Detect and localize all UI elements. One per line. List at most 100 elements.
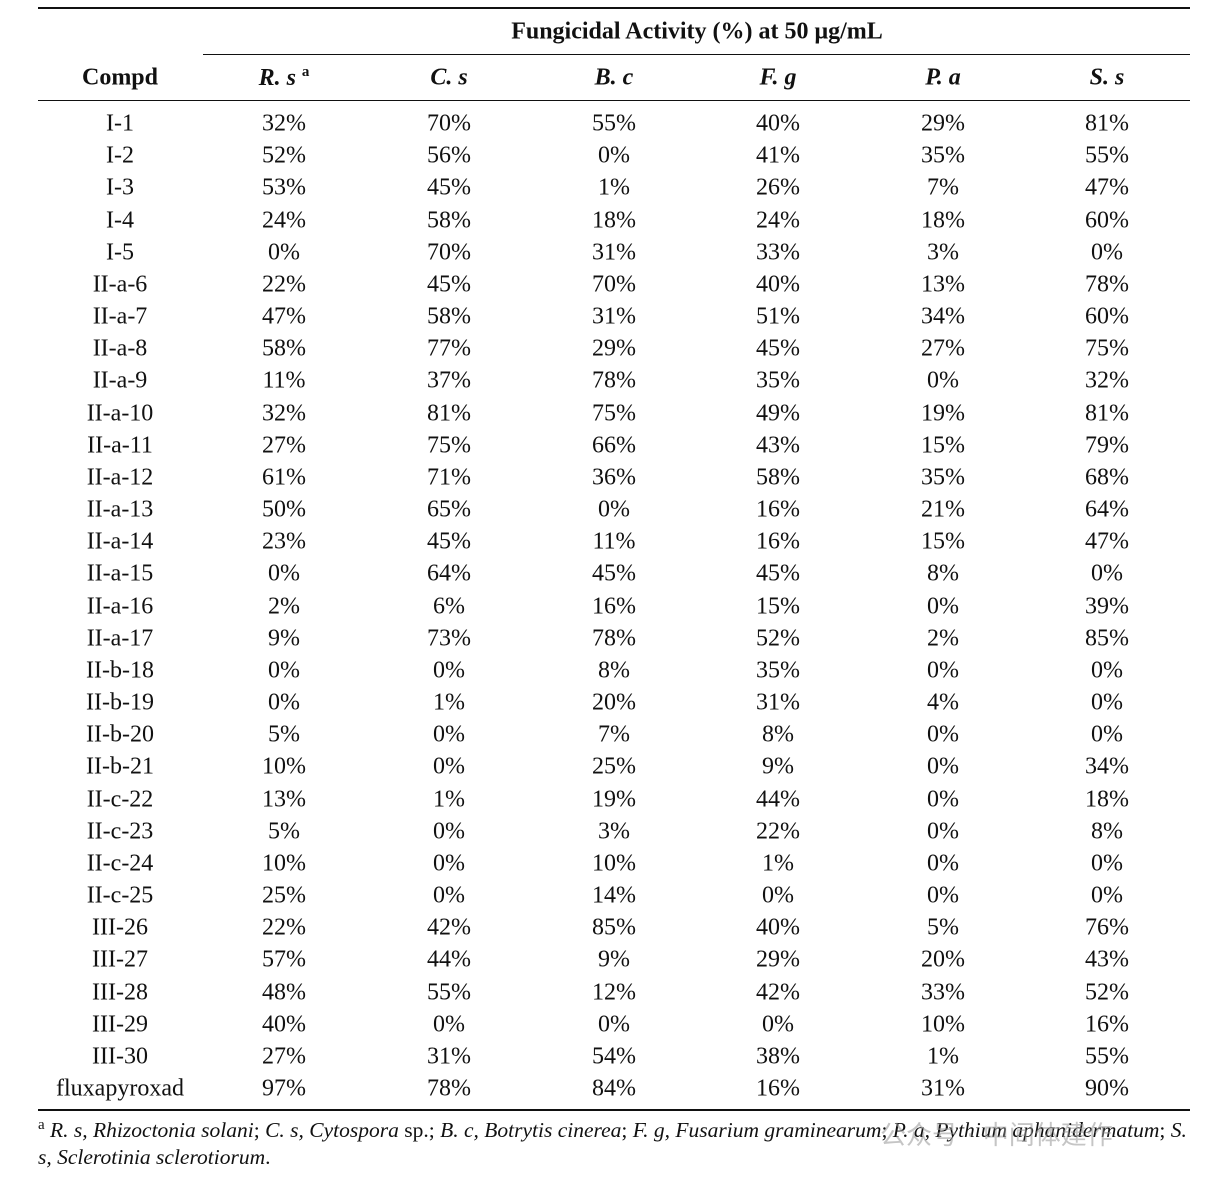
- value-cell: 0%: [927, 753, 959, 780]
- compound-cell: I-2: [106, 142, 134, 169]
- fn: ;: [253, 1118, 266, 1143]
- value-cell: 0%: [1091, 721, 1123, 748]
- value-cell: 45%: [756, 335, 800, 362]
- value-cell: 0%: [268, 560, 300, 587]
- value-cell: 11%: [592, 528, 636, 555]
- value-cell: 7%: [927, 174, 959, 201]
- value-cell: 39%: [1085, 593, 1129, 619]
- value-cell: 31%: [427, 1043, 471, 1070]
- value-cell: 40%: [262, 1011, 306, 1038]
- value-cell: 16%: [756, 528, 800, 555]
- value-cell: 57%: [262, 946, 306, 973]
- value-cell: 20%: [592, 689, 636, 716]
- value-cell: 1%: [433, 689, 465, 716]
- value-cell: 0%: [1091, 560, 1123, 587]
- value-cell: 5%: [268, 721, 300, 748]
- value-cell: 31%: [921, 1075, 965, 1102]
- column-header: B. c: [594, 64, 634, 91]
- value-cell: 78%: [1085, 271, 1129, 298]
- fn: R. s, Rhizoctonia solani: [50, 1118, 254, 1143]
- compound-cell: II-a-14: [86, 528, 154, 555]
- footnote: a R. s, Rhizoctonia solani; C. s, Cytosp…: [38, 1112, 1198, 1171]
- value-cell: 61%: [262, 464, 306, 491]
- group-title: Fungicidal Activity (%) at 50 μg/mL: [511, 18, 883, 45]
- value-cell: 0%: [927, 882, 959, 909]
- value-cell: 1%: [433, 786, 465, 812]
- compound-cell: II-b-20: [86, 721, 154, 748]
- value-cell: 27%: [262, 432, 306, 459]
- footnote-marker: a: [38, 1117, 45, 1133]
- compound-cell: I-5: [106, 239, 134, 266]
- compound-cell: II-a-8: [92, 335, 148, 362]
- value-cell: 35%: [756, 367, 800, 394]
- watermark: 公众号 · 中间体建作: [880, 1121, 1113, 1151]
- value-cell: 71%: [427, 464, 471, 491]
- compd-header: Compd: [81, 64, 159, 91]
- value-cell: 45%: [427, 174, 471, 201]
- value-cell: 48%: [262, 979, 306, 1005]
- value-cell: 14%: [592, 882, 636, 909]
- compound-cell: II-c-24: [86, 850, 154, 877]
- value-cell: 0%: [762, 1011, 794, 1038]
- value-cell: 0%: [1091, 689, 1123, 716]
- compound-cell: I-1: [106, 110, 134, 137]
- compound-cell: III-30: [92, 1043, 148, 1070]
- value-cell: 0%: [927, 850, 959, 877]
- value-cell: 37%: [427, 367, 471, 394]
- group-rule: [203, 54, 1190, 55]
- compound-cell: II-a-17: [86, 625, 154, 652]
- value-cell: 1%: [598, 174, 630, 201]
- fn: P. a, Pythium aphanidermatum: [892, 1118, 1160, 1143]
- value-cell: 4%: [927, 689, 959, 716]
- value-cell: 81%: [1085, 400, 1129, 426]
- value-cell: 0%: [433, 657, 465, 684]
- value-cell: 55%: [1085, 1043, 1129, 1070]
- fn: C. s, Cytospora: [265, 1118, 399, 1143]
- value-cell: 52%: [1085, 979, 1129, 1005]
- value-cell: 42%: [427, 914, 471, 941]
- value-cell: 49%: [756, 400, 800, 426]
- value-cell: 22%: [756, 818, 800, 845]
- value-cell: 40%: [756, 914, 800, 941]
- value-cell: 58%: [427, 303, 471, 330]
- value-cell: 1%: [762, 850, 794, 877]
- value-cell: 0%: [433, 721, 465, 748]
- value-cell: 58%: [756, 464, 800, 491]
- value-cell: 52%: [262, 142, 306, 169]
- value-cell: 44%: [756, 786, 800, 812]
- value-cell: 56%: [427, 142, 471, 169]
- value-cell: 21%: [921, 496, 965, 523]
- value-cell: 25%: [592, 753, 636, 780]
- value-cell: 75%: [592, 400, 636, 426]
- value-cell: 0%: [268, 689, 300, 716]
- value-cell: 0%: [927, 786, 959, 812]
- column-header: R. s a: [258, 64, 310, 91]
- compound-cell: fluxapyroxad: [56, 1075, 184, 1102]
- value-cell: 60%: [1085, 207, 1129, 233]
- value-cell: 8%: [927, 560, 959, 587]
- value-cell: 64%: [1085, 496, 1129, 523]
- value-cell: 33%: [921, 979, 965, 1005]
- value-cell: 33%: [756, 239, 800, 266]
- value-cell: 0%: [927, 721, 959, 748]
- value-cell: 85%: [1085, 625, 1129, 652]
- value-cell: 0%: [433, 753, 465, 780]
- value-cell: 15%: [756, 593, 800, 619]
- value-cell: 47%: [1085, 528, 1129, 555]
- value-cell: 22%: [262, 914, 306, 941]
- value-cell: 18%: [592, 207, 636, 233]
- value-cell: 27%: [262, 1043, 306, 1070]
- value-cell: 0%: [433, 882, 465, 909]
- value-cell: 0%: [927, 367, 959, 394]
- value-cell: 13%: [262, 786, 306, 812]
- value-cell: 35%: [756, 657, 800, 684]
- value-cell: 15%: [921, 432, 965, 459]
- value-cell: 27%: [921, 335, 965, 362]
- value-cell: 9%: [598, 946, 630, 973]
- value-cell: 9%: [762, 753, 794, 780]
- value-cell: 0%: [433, 1011, 465, 1038]
- value-cell: 90%: [1085, 1075, 1129, 1102]
- value-cell: 36%: [592, 464, 636, 491]
- value-cell: 44%: [427, 946, 471, 973]
